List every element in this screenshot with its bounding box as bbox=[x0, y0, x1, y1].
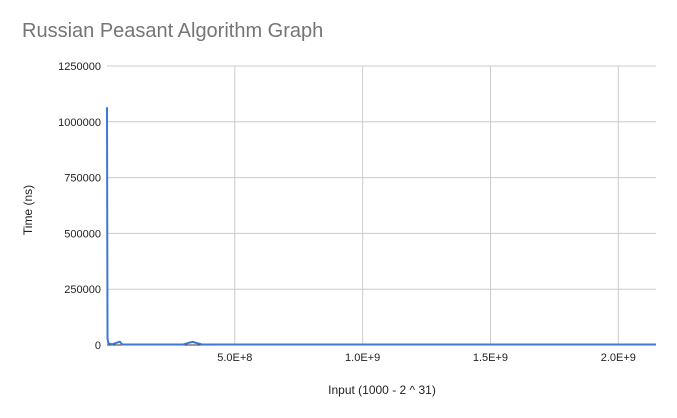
y-tick-label: 500000 bbox=[64, 228, 101, 240]
y-tick-label: 1000000 bbox=[58, 117, 101, 129]
y-tick-label: 0 bbox=[95, 340, 101, 352]
x-axis-label: Input (1000 - 2 ^ 31) bbox=[328, 383, 436, 397]
x-tick-label: 1.5E+9 bbox=[473, 352, 508, 364]
y-axis-label: Time (ns) bbox=[21, 185, 35, 235]
series bbox=[106, 107, 656, 346]
tick-labels: 0 250000 500000 750000 1000000 1250000 5.0E+8 1… bbox=[58, 61, 636, 364]
x-tick-label: 1.0E+9 bbox=[345, 352, 380, 364]
y-tick-label: 750000 bbox=[64, 173, 101, 185]
x-tick-label: 2.0E+9 bbox=[601, 352, 636, 364]
y-tick-label: 1250000 bbox=[58, 61, 101, 73]
y-tick-label: 250000 bbox=[64, 284, 101, 296]
chart-title: Russian Peasant Algorithm Graph bbox=[22, 20, 324, 42]
x-tick-label: 5.0E+8 bbox=[217, 352, 252, 364]
series-line-0 bbox=[106, 107, 656, 346]
grid bbox=[107, 65, 656, 345]
